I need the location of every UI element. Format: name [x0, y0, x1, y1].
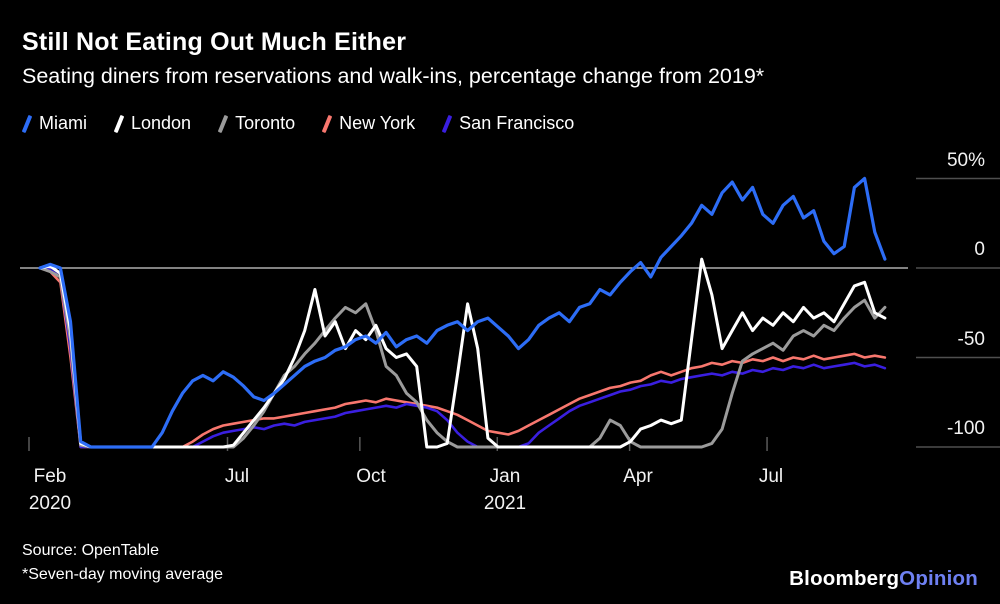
x-tick-month: Feb	[33, 466, 67, 487]
legend-label-miami: Miami	[39, 113, 87, 133]
x-axis-label-oct-2020: Oct	[356, 464, 386, 491]
legend-label-new-york: New York	[339, 113, 416, 133]
source-line: Source: OpenTable	[22, 542, 159, 559]
x-axis-label-apr-2021: Apr	[623, 464, 653, 491]
x-tick-month: Jul	[758, 466, 784, 487]
legend-label-london: London	[131, 113, 192, 133]
legend-item-miami: Miami	[21, 113, 87, 134]
chart-subtitle: Seating diners from reservations and wal…	[22, 64, 765, 88]
footnote-line: *Seven-day moving average	[22, 566, 224, 583]
x-axis-label-jul-2020: Jul	[225, 464, 249, 491]
x-axis-label-jan-2021: Jan 2021	[484, 464, 526, 517]
x-tick-year: 2021	[483, 492, 527, 514]
brand-opinion: Opinion	[899, 567, 978, 590]
y-axis-label-0: 0	[974, 239, 985, 260]
legend: Miami London Toronto New York San Franci…	[21, 113, 575, 134]
legend-label-san-francisco: San Francisco	[459, 113, 575, 133]
x-tick-month: Apr	[623, 466, 653, 487]
brand-bloomberg: Bloomberg	[789, 567, 900, 590]
chart-title: Still Not Eating Out Much Either	[22, 28, 407, 56]
x-tick-year: 2020	[28, 492, 72, 514]
series-line-miami	[38, 176, 887, 449]
legend-item-new-york: New York	[321, 113, 416, 134]
legend-item-san-francisco: San Francisco	[441, 113, 575, 134]
legend-label-toronto: Toronto	[235, 113, 296, 133]
y-axis-label-neg100: -100	[946, 418, 985, 439]
x-axis-label-feb-2020: Feb 2020	[29, 464, 71, 517]
x-tick-month: Oct	[356, 466, 386, 487]
x-axis-label-jul-2021: Jul	[759, 464, 783, 491]
legend-item-london: London	[113, 113, 192, 134]
series-line-london	[38, 257, 887, 449]
source-note: Source: OpenTable *Seven-day moving aver…	[22, 539, 223, 587]
bloomberg-opinion-logo: BloombergOpinion	[789, 567, 978, 591]
x-tick-month: Jul	[224, 466, 250, 487]
y-axis-label-50: 50%	[946, 150, 985, 171]
legend-item-toronto: Toronto	[217, 113, 296, 134]
y-axis-label-neg50: -50	[957, 329, 985, 350]
x-tick-month: Jan	[489, 466, 521, 487]
